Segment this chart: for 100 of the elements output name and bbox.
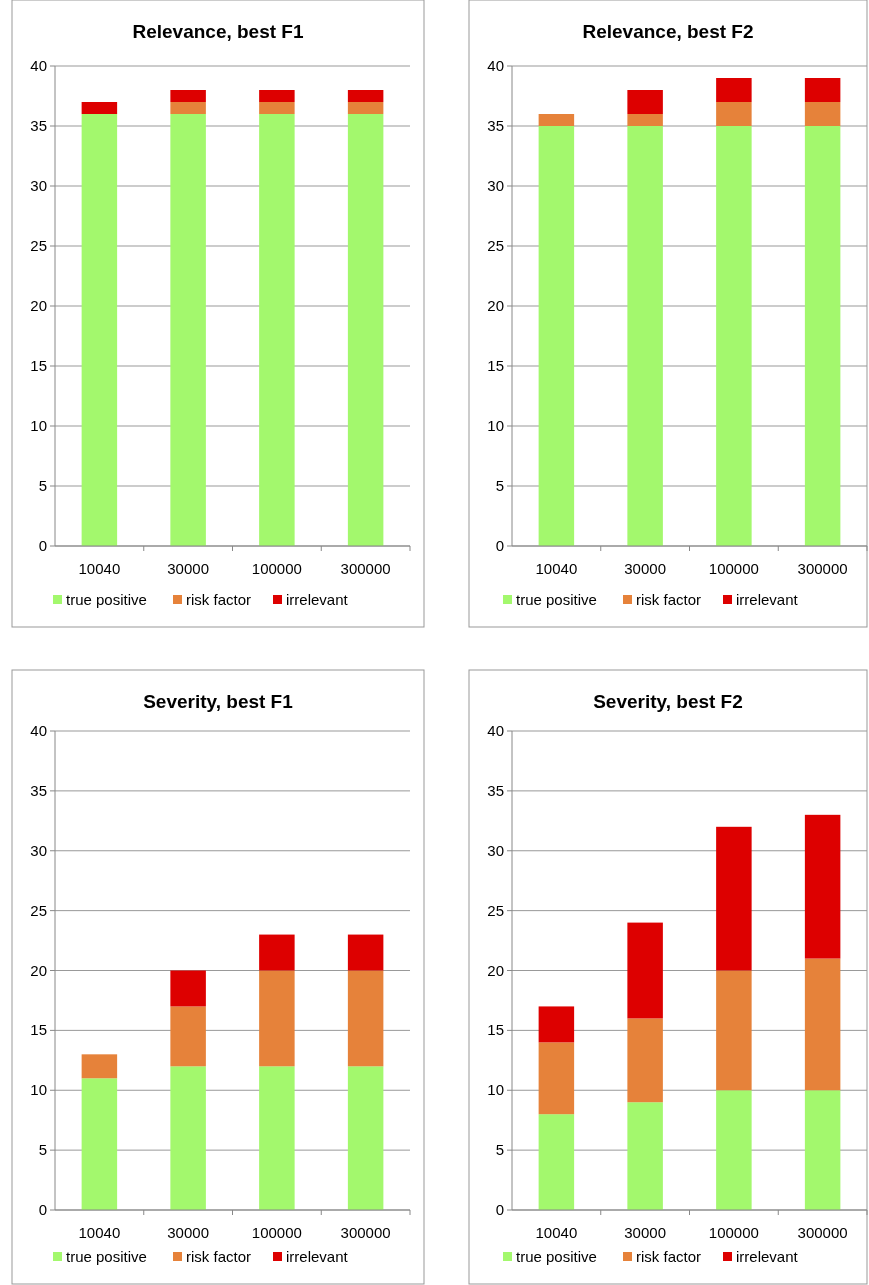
x-tick-label: 300000	[340, 1224, 391, 1241]
bar	[804, 814, 841, 959]
x-tick-label: 30000	[624, 1224, 666, 1241]
y-tick-label: 10	[487, 417, 504, 434]
y-tick-label: 35	[30, 117, 47, 134]
x-tick-label: 30000	[624, 560, 666, 577]
legend-label: true positive	[516, 1248, 597, 1265]
bar	[81, 102, 118, 114]
y-tick-label: 0	[495, 537, 504, 554]
bar	[627, 90, 663, 114]
bar	[538, 114, 575, 126]
bar	[538, 1006, 575, 1043]
y-tick-label: 25	[487, 901, 504, 919]
bar	[347, 1066, 384, 1210]
x-tick-label: 10040	[78, 1224, 121, 1241]
bar	[804, 1090, 841, 1210]
bar	[716, 102, 752, 126]
bar	[347, 102, 384, 114]
y-tick-label: 0	[38, 1201, 47, 1218]
bar	[259, 102, 295, 114]
bar	[627, 922, 663, 1019]
x-tick-label: 300000	[797, 1224, 848, 1241]
y-tick-label: 15	[487, 1021, 504, 1039]
bar	[170, 102, 206, 114]
y-tick-label: 5	[38, 477, 47, 494]
bar	[347, 90, 384, 102]
bar	[347, 970, 384, 1067]
bar	[259, 114, 295, 546]
x-tick-label: 10040	[535, 560, 578, 577]
bar	[81, 114, 118, 546]
bar	[538, 1042, 575, 1115]
bar	[81, 1078, 118, 1210]
y-tick-label: 35	[487, 117, 504, 134]
y-tick-label: 35	[487, 781, 504, 799]
legend-label: risk factor	[186, 1248, 252, 1265]
y-tick-label: 40	[30, 722, 47, 739]
bar	[716, 970, 752, 1091]
legend-label: risk factor	[186, 591, 252, 608]
x-tick-label: 100000	[251, 560, 302, 577]
y-tick-label: 10	[30, 417, 47, 434]
y-tick-label: 40	[30, 57, 47, 74]
x-tick-label: 10040	[535, 1224, 578, 1241]
bar	[804, 958, 841, 1091]
bar	[804, 102, 841, 126]
bar	[170, 1066, 206, 1210]
y-tick-label: 20	[487, 297, 504, 314]
y-tick-label: 15	[30, 357, 47, 374]
y-tick-label: 20	[30, 961, 47, 979]
chart-title: Relevance, best F2	[582, 21, 754, 42]
x-tick-label: 10040	[78, 560, 121, 577]
legend-label: risk factor	[636, 591, 702, 608]
x-tick-label: 30000	[167, 560, 209, 577]
bar	[170, 1006, 206, 1067]
x-tick-label: 100000	[251, 1224, 302, 1241]
legend-label: irrelevant	[286, 591, 349, 608]
legend-label: true positive	[66, 1248, 147, 1265]
legend-label: true positive	[516, 591, 597, 608]
y-tick-label: 30	[487, 177, 504, 194]
bar	[716, 826, 752, 971]
x-tick-label: 100000	[708, 560, 759, 577]
legend-label: irrelevant	[286, 1248, 349, 1265]
bar	[804, 126, 841, 546]
bar	[627, 126, 663, 546]
y-tick-label: 40	[487, 57, 504, 74]
y-tick-label: 5	[495, 477, 504, 494]
y-tick-label: 40	[487, 722, 504, 739]
y-tick-label: 15	[30, 1021, 47, 1039]
x-tick-label: 30000	[167, 1224, 209, 1241]
y-tick-label: 0	[38, 537, 47, 554]
y-tick-label: 25	[30, 237, 47, 254]
x-tick-label: 300000	[797, 560, 848, 577]
legend-label: irrelevant	[736, 1248, 799, 1265]
y-tick-label: 30	[30, 841, 47, 859]
y-tick-label: 10	[30, 1081, 47, 1099]
y-tick-label: 20	[30, 297, 47, 314]
y-tick-label: 30	[30, 177, 47, 194]
bar	[716, 1090, 752, 1210]
bar	[170, 90, 206, 102]
bar	[538, 1114, 575, 1210]
bar	[716, 126, 752, 546]
bar	[259, 934, 295, 971]
bar	[170, 114, 206, 546]
bar	[81, 1054, 118, 1079]
y-tick-label: 10	[487, 1081, 504, 1099]
bar	[804, 78, 841, 102]
y-tick-label: 20	[487, 961, 504, 979]
y-tick-label: 35	[30, 781, 47, 799]
legend-label: irrelevant	[736, 591, 799, 608]
x-tick-label: 100000	[708, 1224, 759, 1241]
legend-label: true positive	[66, 591, 147, 608]
chart-title: Severity, best F1	[143, 691, 294, 712]
bar	[347, 114, 384, 546]
bar	[716, 78, 752, 102]
x-tick-label: 300000	[340, 560, 391, 577]
bar	[170, 970, 206, 1007]
bar	[627, 1102, 663, 1210]
chart-title: Severity, best F2	[593, 691, 743, 712]
y-tick-label: 30	[487, 841, 504, 859]
bar	[627, 114, 663, 126]
bar	[259, 1066, 295, 1210]
